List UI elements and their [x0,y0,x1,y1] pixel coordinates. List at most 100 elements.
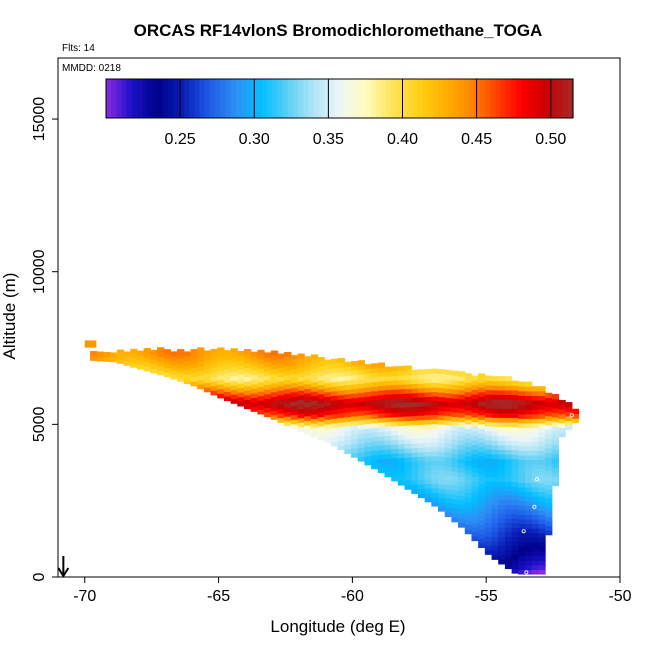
heatmap-cell [511,440,519,446]
heatmap-cell [471,412,479,418]
heatmap-cell [431,437,439,443]
heatmap-cell [431,428,439,434]
heatmap-cell [545,470,553,476]
heatmap-cell [371,413,379,419]
heatmap-cell [337,417,345,423]
heatmap-cell [330,367,339,374]
heatmap-cell [471,384,479,390]
heatmap-cell [431,400,439,406]
heatmap-cell [504,527,513,533]
heatmap-cell [337,426,345,432]
colorbar-segment [126,79,133,118]
heatmap-cell [545,525,553,531]
heatmap-cell [357,369,366,375]
heatmap-cell [351,443,359,449]
heatmap-cell [484,398,493,404]
heatmap-cell [545,516,553,522]
heatmap-cell [364,428,372,434]
heatmap-cell [531,450,539,456]
heatmap-cell [504,550,513,556]
heatmap-cell [264,366,272,372]
heatmap-cell [391,389,399,395]
heatmap-cell [143,352,151,358]
colorbar-segment [116,79,123,118]
heatmap-cell [478,400,486,407]
colorbar-segment [152,79,159,118]
heatmap-cell [330,418,339,424]
heatmap-cell [538,441,546,447]
heatmap-cell [317,375,325,381]
heatmap-cell [491,472,499,478]
heatmap-cell [491,463,499,469]
heatmap-cell [210,367,218,373]
heatmap-cell [404,383,412,390]
heatmap-cell [284,388,292,394]
colorbar-segment [282,79,289,118]
colorbar-segment [474,79,481,118]
heatmap-cell [538,477,546,483]
heatmap-cell [217,388,225,394]
colorbar-segment [303,79,309,118]
heatmap-cell [525,541,533,548]
heatmap-cell [518,477,526,483]
colorbar-segment [183,79,190,118]
heatmap-cell [284,374,292,381]
heatmap-cell [444,438,452,444]
heatmap-cell [391,402,399,409]
heatmap-cell [504,513,513,519]
heatmap-cell [444,443,452,449]
heatmap-cell [417,410,426,416]
heatmap-cell [397,379,406,385]
colorbar-segment [489,79,496,118]
heatmap-cell [444,374,452,380]
heatmap-cell [464,492,473,498]
x-tick-label: -70 [73,588,96,605]
heatmap-cell [451,407,459,413]
heatmap-cell [244,385,252,391]
heatmap-cell [538,445,546,451]
heatmap-cell [511,463,519,469]
heatmap-cell [297,385,305,391]
heatmap-cell [411,388,419,394]
heatmap-cell [324,410,332,416]
heatmap-cell [384,467,392,473]
heatmap-cell [351,374,359,380]
heatmap-cell [351,379,359,385]
heatmap-cell [337,408,345,414]
heatmap-cell [545,447,553,453]
heatmap-cell [417,396,426,402]
heatmap-cell [525,537,533,543]
heatmap-cell [511,504,519,510]
heatmap-cell [411,374,419,380]
heatmap-cell [310,423,319,429]
heatmap-cell [223,391,232,397]
heatmap-cell [310,381,319,388]
heatmap-cell [451,434,459,440]
heatmap-cell [464,382,473,388]
heatmap-cell [504,545,513,551]
heatmap-cell [551,439,560,446]
heatmap-cell [504,389,513,396]
heatmap-cell [565,402,573,408]
heatmap-cell [471,380,479,386]
heatmap-cell [384,462,392,468]
heatmap-cell [525,496,533,502]
heatmap-cell [310,354,319,360]
heatmap-cell [304,411,312,417]
heatmap-cell [223,386,232,392]
heatmap-cell [411,415,419,421]
heatmap-cell [264,393,272,399]
heatmap-cell [330,413,339,419]
heatmap-cell [304,360,312,367]
heatmap-cell [518,514,526,520]
heatmap-cell [431,423,439,429]
heatmap-cell [197,347,205,353]
heatmap-cell [397,457,406,463]
heatmap-cell [538,560,546,566]
heatmap-cell [491,522,499,528]
heatmap-cell [491,426,499,432]
heatmap-cell [464,396,473,402]
heatmap-cell [511,403,519,409]
heatmap-cell [157,361,165,367]
heatmap-cell [484,439,493,445]
